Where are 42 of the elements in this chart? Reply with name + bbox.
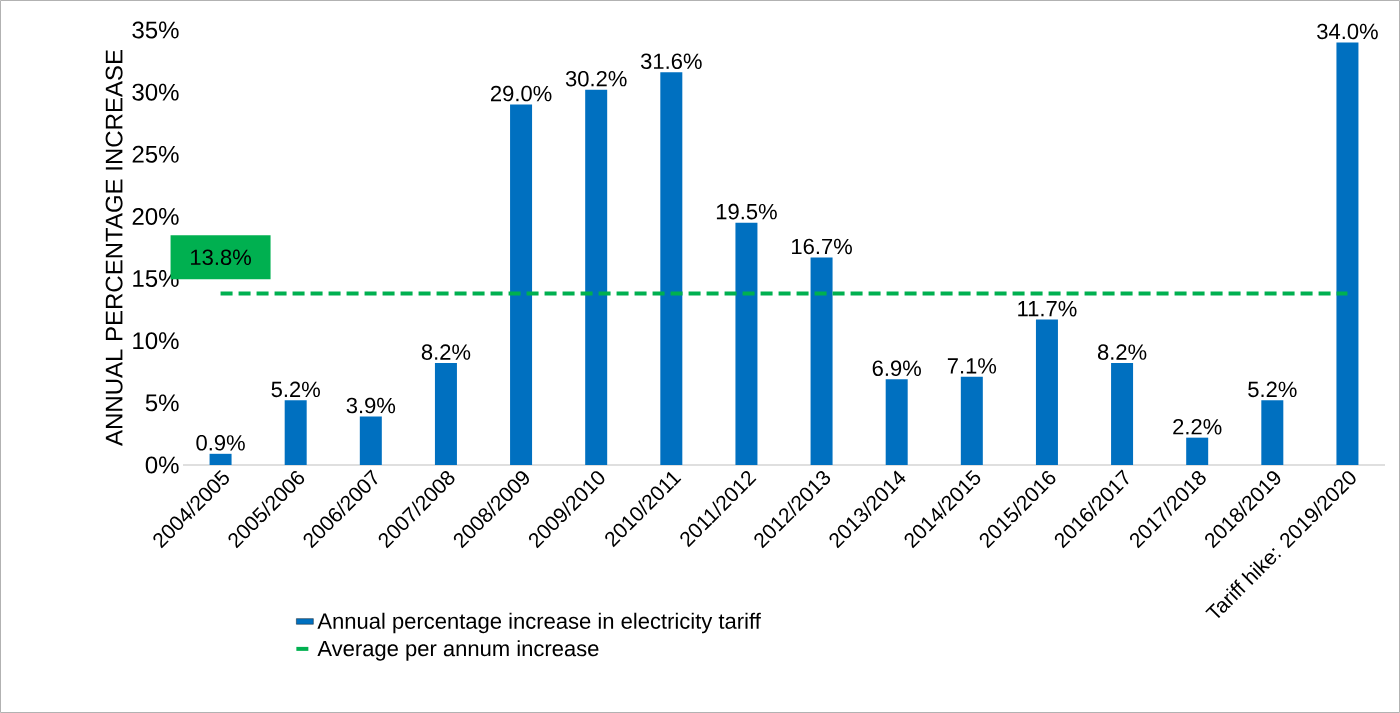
data-label: 0.9% [196, 435, 245, 451]
bar [735, 222, 758, 465]
bar [510, 104, 533, 465]
y-tick-label: 35% [132, 21, 179, 39]
data-label: 34.0% [1317, 23, 1378, 40]
data-label: 29.0% [490, 85, 552, 102]
data-label: 8.2% [1097, 344, 1147, 360]
bar [1186, 437, 1209, 465]
bar [585, 89, 608, 465]
bar [359, 416, 382, 465]
data-label: 5.2% [1248, 381, 1297, 398]
data-label: 16.7% [792, 238, 852, 255]
y-tick-label: 25% [132, 145, 179, 163]
data-label: 30.2% [565, 70, 627, 87]
data-label: 6.9% [872, 360, 921, 377]
bar [1336, 42, 1359, 465]
data-label: 19.5% [716, 203, 777, 220]
bar [434, 363, 457, 465]
y-tick-label: 30% [132, 83, 179, 101]
bar [810, 257, 833, 465]
data-label: 13.8% [191, 249, 251, 266]
bar [1111, 363, 1134, 465]
data-label: 2.2% [1173, 418, 1222, 435]
data-label: 7.1% [947, 358, 997, 374]
data-label: 3.9% [346, 397, 396, 414]
data-label: 11.7% [1018, 300, 1077, 317]
y-tick-label: 20% [132, 207, 179, 225]
bar [209, 453, 232, 465]
bar [660, 72, 683, 465]
legend-label: Annual percentage increase in electricity tariff [317, 612, 761, 634]
bar [960, 376, 983, 465]
bar [284, 400, 307, 465]
data-label: 31.6% [640, 53, 702, 70]
data-label: 5.2% [271, 381, 320, 398]
legend-label: Average per annum increase [317, 640, 599, 661]
y-tick-label: 10% [133, 332, 179, 350]
y-axis-title: ANNUAL PERCENTAGE INCREASE [105, 50, 123, 446]
bar [1261, 400, 1284, 465]
data-label: 8.2% [421, 344, 471, 360]
bar [885, 379, 908, 465]
bar [1035, 319, 1058, 465]
y-tick-label: 5% [145, 394, 179, 412]
